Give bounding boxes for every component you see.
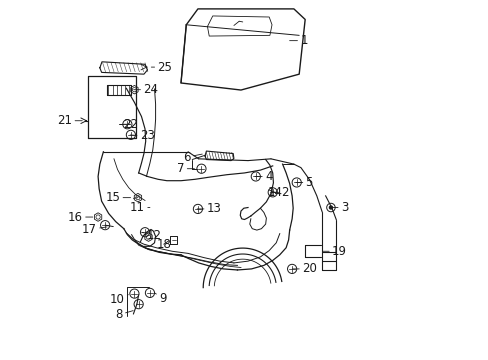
Text: 22: 22 [122,118,138,131]
Text: 4: 4 [255,170,272,183]
Text: 19: 19 [323,245,346,258]
Circle shape [329,206,332,209]
Text: 3: 3 [330,201,347,214]
Text: 10: 10 [109,293,128,306]
Text: 6: 6 [183,150,202,163]
Text: 14: 14 [267,186,282,199]
Text: 16: 16 [68,211,93,224]
Text: 17: 17 [82,223,107,236]
Text: 21: 21 [57,114,82,127]
Text: 12: 12 [141,229,161,242]
Text: 23: 23 [130,129,154,143]
Text: 1: 1 [289,34,307,47]
Text: 8: 8 [115,308,133,321]
Text: 25: 25 [151,60,172,73]
Text: 9: 9 [154,292,166,305]
Text: 20: 20 [292,262,316,275]
Text: 11: 11 [130,201,150,214]
Text: 2: 2 [271,186,288,199]
Text: 13: 13 [197,202,221,215]
Text: 15: 15 [105,191,130,204]
Text: 18: 18 [156,238,171,251]
Text: 5: 5 [295,176,312,189]
Text: 24: 24 [133,83,158,96]
Text: 7: 7 [177,162,194,175]
